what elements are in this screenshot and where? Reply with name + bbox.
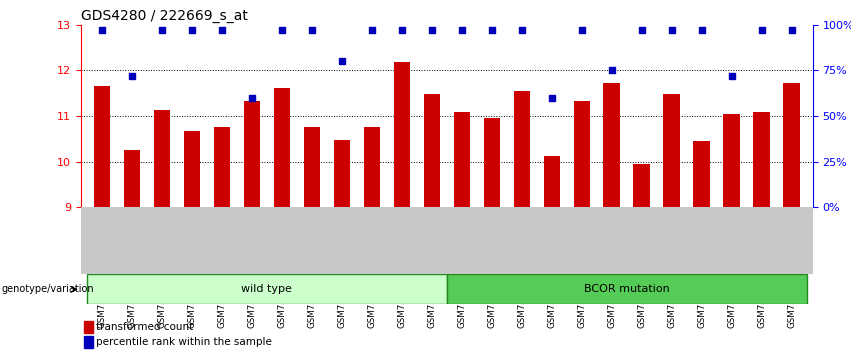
Bar <box>544 156 560 207</box>
Point <box>785 27 798 33</box>
Bar <box>603 83 620 207</box>
Point <box>605 68 619 73</box>
FancyBboxPatch shape <box>87 274 447 304</box>
Point <box>665 27 678 33</box>
Point <box>485 27 499 33</box>
Point <box>215 27 229 33</box>
Point <box>155 27 168 33</box>
Bar <box>123 150 140 207</box>
Bar <box>694 141 710 207</box>
Bar <box>84 336 93 348</box>
Point <box>185 27 198 33</box>
Bar <box>753 112 770 207</box>
Bar <box>454 112 470 207</box>
Bar <box>784 83 800 207</box>
Bar <box>723 114 740 207</box>
Bar <box>153 110 170 207</box>
Bar <box>633 164 650 207</box>
Bar <box>424 94 440 207</box>
Point <box>425 27 438 33</box>
Bar <box>273 88 290 207</box>
Point <box>125 73 139 79</box>
Point <box>725 73 739 79</box>
Bar <box>243 101 260 207</box>
Bar <box>184 131 200 207</box>
Point <box>455 27 469 33</box>
Point <box>695 27 709 33</box>
Point <box>245 95 259 101</box>
Point <box>365 27 379 33</box>
Bar <box>363 127 380 207</box>
Text: GDS4280 / 222669_s_at: GDS4280 / 222669_s_at <box>81 9 248 23</box>
Point <box>755 27 768 33</box>
Point <box>545 95 558 101</box>
Bar <box>483 118 500 207</box>
Point <box>275 27 288 33</box>
Point <box>635 27 648 33</box>
Point <box>515 27 528 33</box>
Bar <box>513 91 530 207</box>
Text: BCOR mutation: BCOR mutation <box>584 284 670 295</box>
Bar <box>334 139 350 207</box>
Point <box>395 27 408 33</box>
Text: percentile rank within the sample: percentile rank within the sample <box>96 337 272 347</box>
FancyBboxPatch shape <box>447 274 807 304</box>
Bar <box>94 86 110 207</box>
Bar <box>304 127 320 207</box>
Point <box>575 27 589 33</box>
Point <box>95 27 109 33</box>
Bar <box>214 127 230 207</box>
Point <box>335 58 349 64</box>
Bar <box>664 94 680 207</box>
Text: genotype/variation: genotype/variation <box>2 284 94 295</box>
Text: transformed count: transformed count <box>96 322 193 332</box>
Bar <box>84 321 93 333</box>
Bar <box>574 101 590 207</box>
Point <box>305 27 318 33</box>
Text: wild type: wild type <box>242 284 292 295</box>
Bar <box>393 62 410 207</box>
